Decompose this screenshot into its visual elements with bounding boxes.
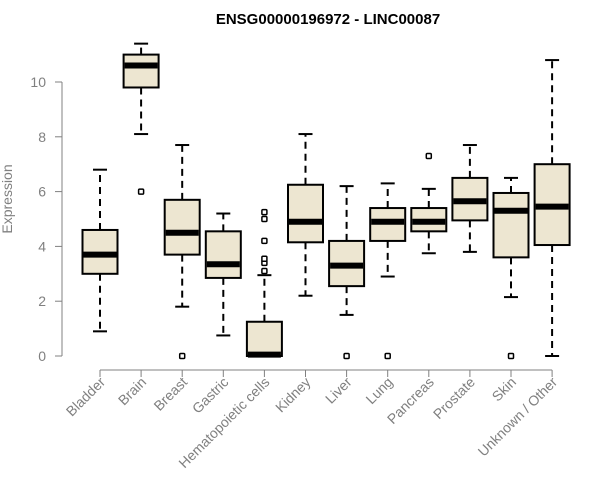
box-iqr xyxy=(204,230,242,279)
box-iqr xyxy=(245,320,283,357)
outlier-point xyxy=(343,352,350,360)
y-tick-label: 6 xyxy=(38,184,46,200)
outlier-point xyxy=(137,188,145,195)
box-liver xyxy=(328,185,366,360)
box-pancreas xyxy=(410,152,448,255)
box-breast xyxy=(163,144,201,360)
outlier-point xyxy=(384,352,391,360)
box-gastric xyxy=(204,212,242,337)
box-prostate xyxy=(451,144,489,253)
box-unknown-other xyxy=(533,59,571,357)
box-iqr xyxy=(492,191,530,259)
box-kidney xyxy=(287,133,324,297)
outlier-point xyxy=(261,237,268,245)
plot-area xyxy=(81,42,571,360)
x-tick-label: Kidney xyxy=(272,374,314,416)
box-lung xyxy=(369,182,407,360)
y-axis: 0 2 4 6 8 10 xyxy=(30,74,63,364)
x-tick-label: Breast xyxy=(150,374,190,414)
y-tick-label: 10 xyxy=(30,74,46,90)
y-axis-label: Expression xyxy=(0,164,15,233)
y-tick-label: 2 xyxy=(38,293,46,309)
outlier-point xyxy=(178,352,186,360)
x-tick-label: Brain xyxy=(115,374,149,408)
outlier-point xyxy=(425,152,433,160)
y-tick-label: 4 xyxy=(38,238,46,254)
outlier-point xyxy=(261,215,268,223)
outlier-point xyxy=(261,255,268,262)
box-iqr xyxy=(287,183,324,244)
box-iqr xyxy=(122,53,160,89)
x-tick-label: Liver xyxy=(322,374,355,407)
x-tick-label: Skin xyxy=(489,374,520,405)
outlier-point xyxy=(261,267,268,275)
box-skin xyxy=(492,176,530,360)
x-tick-label: Lung xyxy=(362,374,395,407)
box-hematopoietic-cells xyxy=(245,208,283,358)
x-tick-label: Bladder xyxy=(63,374,109,420)
x-tick-label: Prostate xyxy=(430,374,478,422)
y-tick-label: 8 xyxy=(38,129,46,145)
y-tick-label: 0 xyxy=(38,348,46,364)
outlier-point xyxy=(507,352,515,360)
box-bladder xyxy=(81,168,119,333)
chart-title: ENSG00000196972 - LINC00087 xyxy=(216,11,440,28)
box-brain xyxy=(122,42,160,195)
box-iqr xyxy=(163,198,201,256)
outlier-point xyxy=(261,208,268,216)
